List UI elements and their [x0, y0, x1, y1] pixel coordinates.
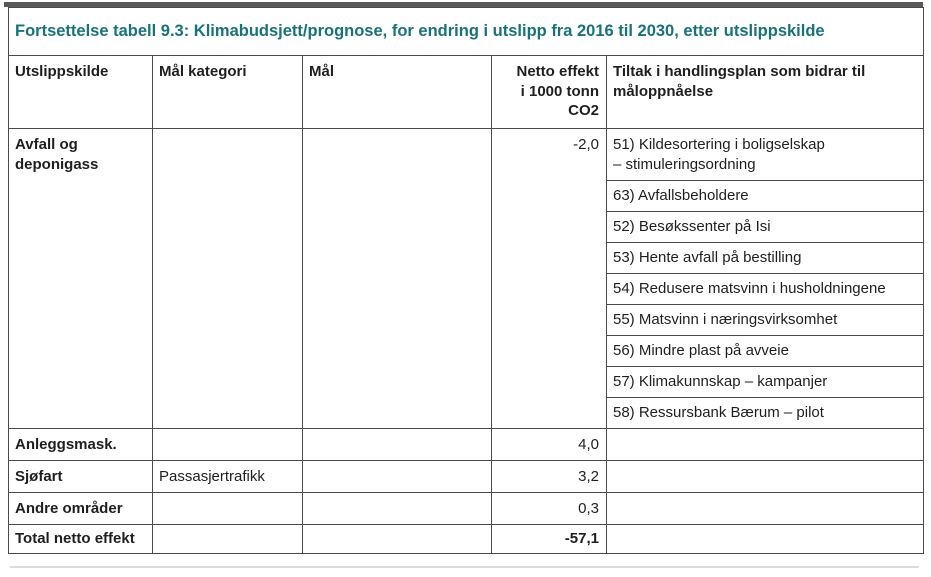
measure-item: 56) Mindre plast på avveie [605, 335, 925, 367]
header-utslippskilde: Utslippskilde [8, 55, 153, 129]
cell-category-andre [152, 492, 303, 525]
table-row: 53) Hente avfall på bestilling [9, 242, 925, 274]
cell-goal-avfall [302, 128, 492, 429]
cell-source-sjofart: Sjøfart [8, 460, 153, 493]
header-mal-kategori: Mål kategori [152, 55, 303, 129]
cell-source-andre: Andre områder [8, 492, 153, 525]
cell-category-avfall [152, 128, 303, 429]
cell-effect-total: -57,1 [491, 524, 607, 554]
measure-item: 51) Kildesortering i boligselskap – stim… [605, 128, 925, 181]
measure-item: 63) Avfallsbeholdere [605, 180, 925, 212]
cell-effect-sjofart: 3,2 [491, 460, 607, 493]
table-top-border [4, 2, 923, 7]
cell-category-anleggsmask [152, 428, 303, 461]
cell-source-anleggsmask: Anleggsmask. [8, 428, 153, 461]
table-row-total: Total netto effekt -57,1 [8, 524, 925, 554]
measure-item: 58) Ressursbank Bærum – pilot [605, 397, 925, 429]
cell-goal-total [302, 524, 492, 554]
cell-effect-andre: 0,3 [491, 492, 607, 525]
cell-category-sjofart: Passasjertrafikk [152, 460, 303, 493]
table-header-row: Utslippskilde Mål kategori Mål Netto eff… [8, 55, 925, 129]
cell-measures-total [605, 524, 925, 554]
cell-goal-anleggsmask [302, 428, 492, 461]
measure-item: 53) Hente avfall på bestilling [605, 242, 925, 274]
header-netto-effekt: Netto effekt i 1000 tonn CO2 [491, 55, 607, 129]
cell-source-total: Total netto effekt [8, 524, 153, 554]
climate-budget-table: Fortsettelse tabell 9.3: Klimabudsjett/p… [7, 7, 925, 554]
cell-measures-sjofart [605, 460, 925, 493]
table-title: Fortsettelse tabell 9.3: Klimabudsjett/p… [7, 7, 925, 56]
header-mal: Mål [302, 55, 492, 129]
cell-category-total [152, 524, 303, 554]
cell-source-avfall: Avfall og deponigass [8, 128, 153, 429]
measure-item: 54) Redusere matsvinn i husholdningene [605, 273, 925, 305]
table-row: Avfall og deponigass -2,0 51) Kildesorte… [8, 128, 925, 429]
table-row: Anleggsmask. 4,0 [8, 428, 925, 461]
header-tiltak: Tiltak i handlingsplan som bidrar til må… [605, 55, 925, 129]
cell-effect-avfall: -2,0 [491, 128, 607, 429]
cell-effect-anleggsmask: 4,0 [491, 428, 607, 461]
measure-item: 57) Klimakunnskap – kampanjer [605, 366, 925, 398]
table-row: 57) Klimakunnskap – kampanjer [9, 366, 925, 398]
table-row: 52) Besøkssenter på Isi [9, 211, 925, 243]
cell-measures-andre [605, 492, 925, 525]
cell-goal-andre [302, 492, 492, 525]
page-bottom-shadow [10, 566, 919, 568]
cell-measures-anleggsmask [605, 428, 925, 461]
table-title-row: Fortsettelse tabell 9.3: Klimabudsjett/p… [7, 7, 925, 56]
measure-item: 52) Besøkssenter på Isi [605, 211, 925, 243]
table-row: Sjøfart Passasjertrafikk 3,2 [8, 460, 925, 493]
table-row: 55) Matsvinn i næringsvirksomhet [9, 304, 925, 336]
measure-item: 55) Matsvinn i næringsvirksomhet [605, 304, 925, 336]
table-row: 58) Ressursbank Bærum – pilot [9, 397, 925, 429]
table-row: Andre områder 0,3 [8, 492, 925, 525]
cell-goal-sjofart [302, 460, 492, 493]
